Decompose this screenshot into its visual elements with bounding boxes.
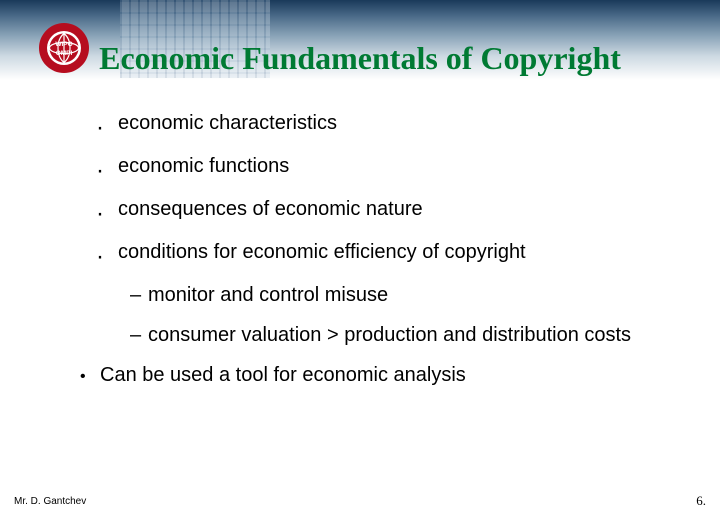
bullet-glyph: • [80, 366, 86, 388]
bullet-glyph: · [96, 112, 104, 144]
slide-body: · economic characteristics · economic fu… [0, 110, 720, 405]
bullet-text: economic functions [118, 155, 289, 177]
bullet-glyph: · [96, 198, 104, 230]
sub-bullet-text: consumer valuation > production and dist… [148, 324, 631, 346]
bullet-text: economic characteristics [118, 112, 337, 134]
slide-title-text: Economic Fundamentals of Copyright [99, 40, 621, 77]
bullet-item: · economic characteristics [118, 110, 720, 137]
sub-bullet-text: monitor and control misuse [148, 284, 388, 306]
bullet-glyph: · [96, 241, 104, 273]
bullet-item: · conditions for economic efficiency of … [118, 239, 720, 266]
sub-bullet-glyph: – [130, 322, 141, 348]
footer-author: Mr. D. Gantchev [14, 496, 86, 507]
bullet-text: Can be used a tool for economic analysis [100, 364, 466, 386]
sub-bullet-item: – monitor and control misuse [148, 282, 720, 308]
bullet-text: consequences of economic nature [118, 198, 423, 220]
sub-bullet-glyph: – [130, 282, 141, 308]
sub-bullet-item: – consumer valuation > production and di… [148, 322, 720, 348]
bullet-item: · economic functions [118, 153, 720, 180]
bullet-glyph: · [96, 155, 104, 187]
footer-page-number: 6. [696, 493, 706, 509]
slide-title: Economic Fundamentals of Copyright [0, 40, 720, 77]
bullet-item: · consequences of economic nature [118, 196, 720, 223]
bullet-text: conditions for economic efficiency of co… [118, 241, 526, 263]
bullet-item: • Can be used a tool for economic analys… [100, 362, 720, 389]
